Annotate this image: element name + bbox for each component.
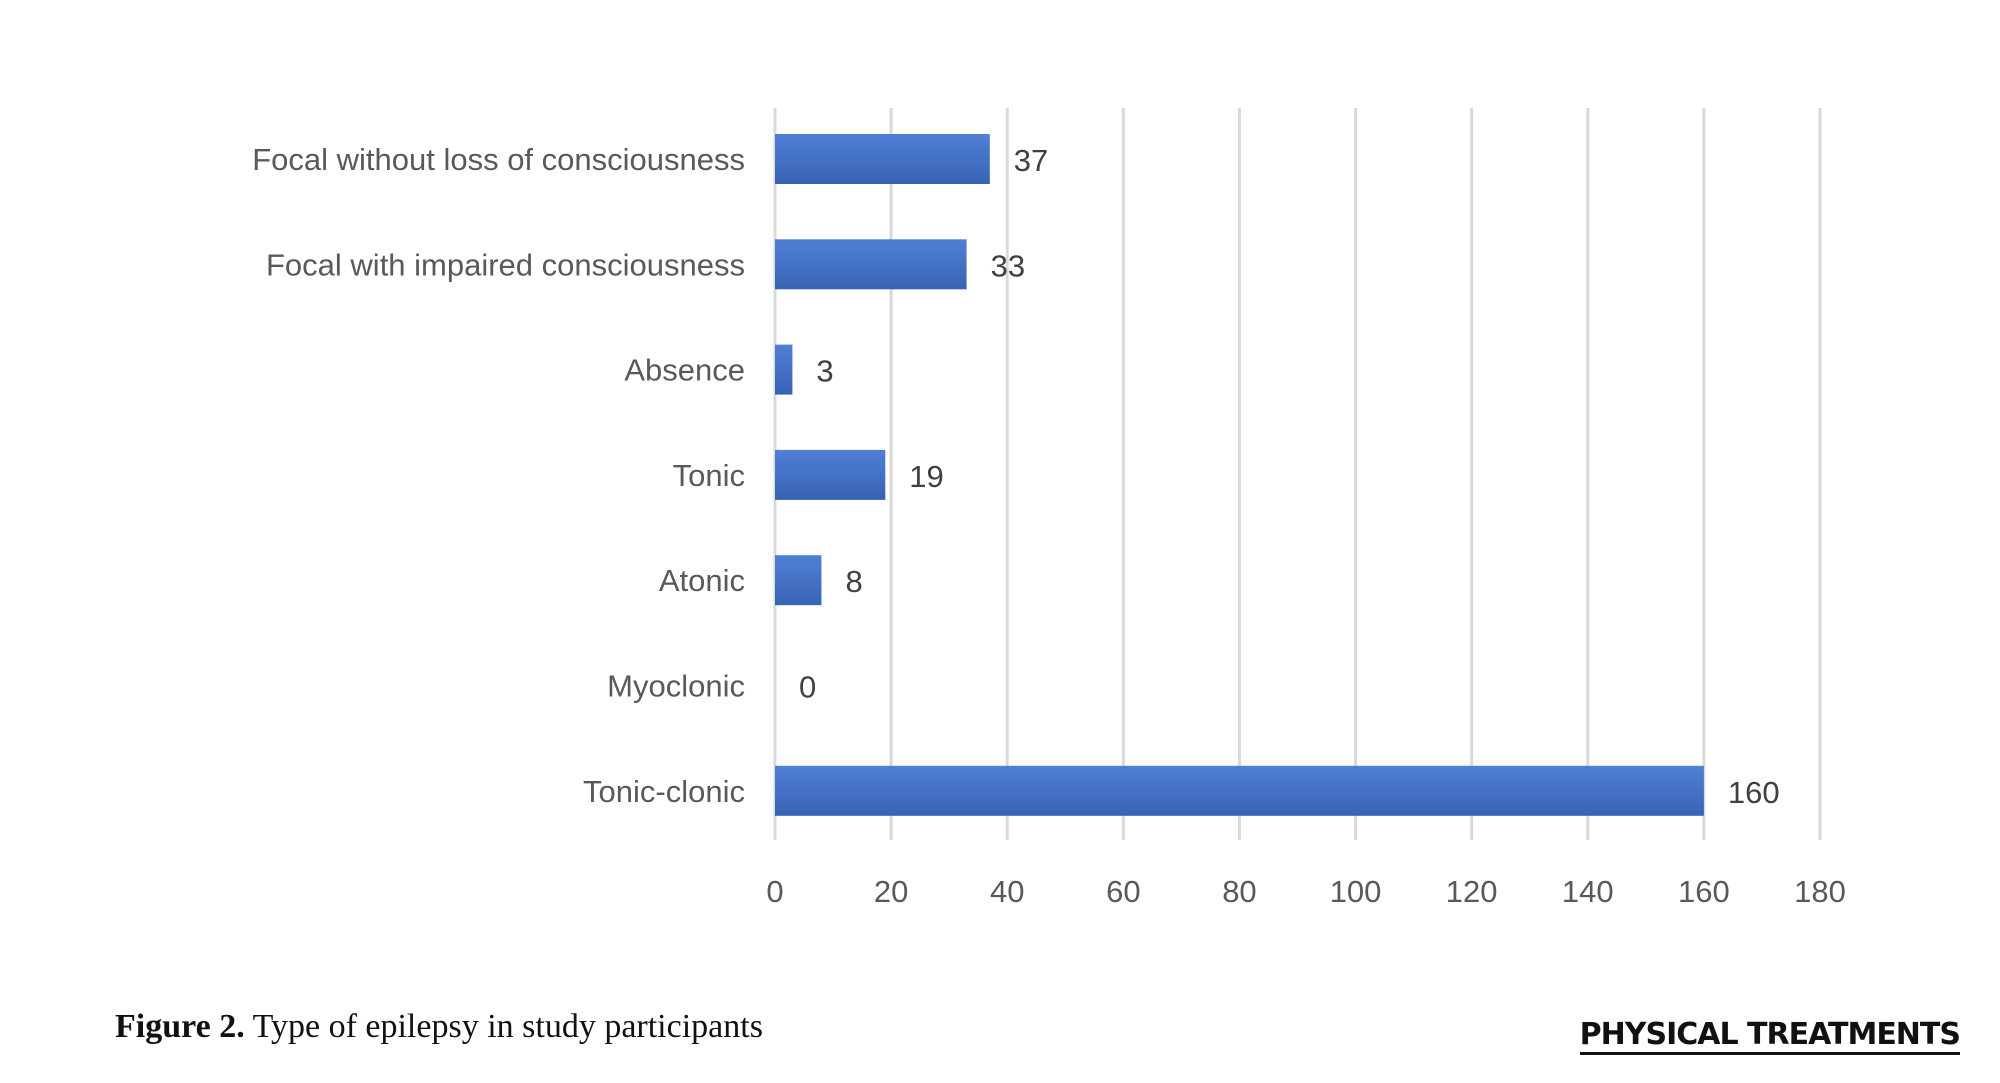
data-label: 8 bbox=[845, 564, 862, 599]
x-axis-tick-labels: 0 20 40 60 80 100 120 140 160 180 bbox=[766, 874, 1845, 909]
bar bbox=[775, 555, 822, 606]
x-tick-label: 80 bbox=[1222, 874, 1256, 909]
bar bbox=[775, 765, 1704, 816]
publisher-logo: PHYSICAL TREATMENTS bbox=[1579, 1018, 1961, 1055]
bar bbox=[775, 449, 886, 500]
x-tick-label: 180 bbox=[1794, 874, 1846, 909]
bar bbox=[775, 344, 793, 395]
x-tick-label: 100 bbox=[1330, 874, 1382, 909]
data-label: 3 bbox=[816, 354, 833, 389]
gridlines bbox=[773, 108, 1822, 840]
x-tick-label: 0 bbox=[766, 874, 783, 909]
category-label: Focal without loss of consciousness bbox=[252, 142, 745, 177]
category-label: Tonic-clonic bbox=[583, 774, 745, 809]
data-label: 160 bbox=[1728, 775, 1780, 810]
data-label: 0 bbox=[799, 670, 816, 705]
figure-caption-label: Figure 2. bbox=[115, 1008, 245, 1045]
category-label: Atonic bbox=[659, 563, 745, 598]
data-label: 33 bbox=[991, 248, 1025, 283]
x-tick-label: 120 bbox=[1446, 874, 1498, 909]
x-tick-label: 40 bbox=[990, 874, 1024, 909]
bar bbox=[775, 134, 990, 184]
data-label: 37 bbox=[1014, 143, 1048, 178]
x-tick-label: 160 bbox=[1678, 874, 1730, 909]
category-label: Tonic bbox=[673, 458, 745, 493]
category-label: Focal with impaired consciousness bbox=[266, 247, 745, 282]
figure-caption-text: Type of epilepsy in study participants bbox=[244, 1008, 763, 1045]
category-label: Absence bbox=[624, 353, 745, 388]
x-tick-label: 20 bbox=[874, 874, 908, 909]
category-labels: Focal without loss of consciousness Focal… bbox=[252, 142, 745, 809]
data-label: 19 bbox=[909, 459, 943, 494]
x-tick-label: 60 bbox=[1106, 874, 1140, 909]
x-tick-label: 140 bbox=[1562, 874, 1614, 909]
figure-caption: Figure 2. Type of epilepsy in study part… bbox=[115, 1008, 763, 1046]
bars bbox=[775, 134, 1704, 816]
category-label: Myoclonic bbox=[607, 669, 745, 704]
bar bbox=[775, 239, 967, 290]
